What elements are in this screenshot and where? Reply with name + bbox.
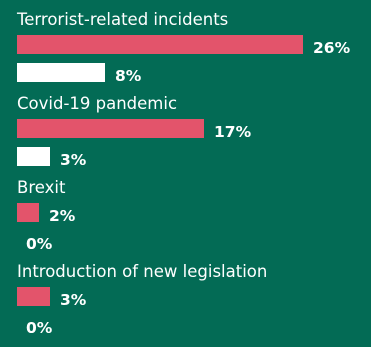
category-label: Brexit [17, 178, 66, 197]
bar [17, 147, 50, 166]
data-label: 0% [26, 235, 53, 253]
category-label: Introduction of new legislation [17, 262, 267, 281]
category-label: Covid-19 pandemic [17, 94, 177, 113]
data-label: 2% [49, 207, 76, 225]
data-label: 0% [26, 319, 53, 337]
bar [17, 35, 303, 54]
data-label: 3% [60, 291, 87, 309]
data-label: 8% [115, 67, 142, 85]
data-label: 3% [60, 151, 87, 169]
category-label: Terrorist-related incidents [16, 10, 228, 29]
data-label: 26% [313, 39, 351, 57]
bar [17, 63, 105, 82]
bar [17, 287, 50, 306]
bar [17, 203, 39, 222]
bar [17, 119, 204, 138]
data-label: 17% [214, 123, 252, 141]
